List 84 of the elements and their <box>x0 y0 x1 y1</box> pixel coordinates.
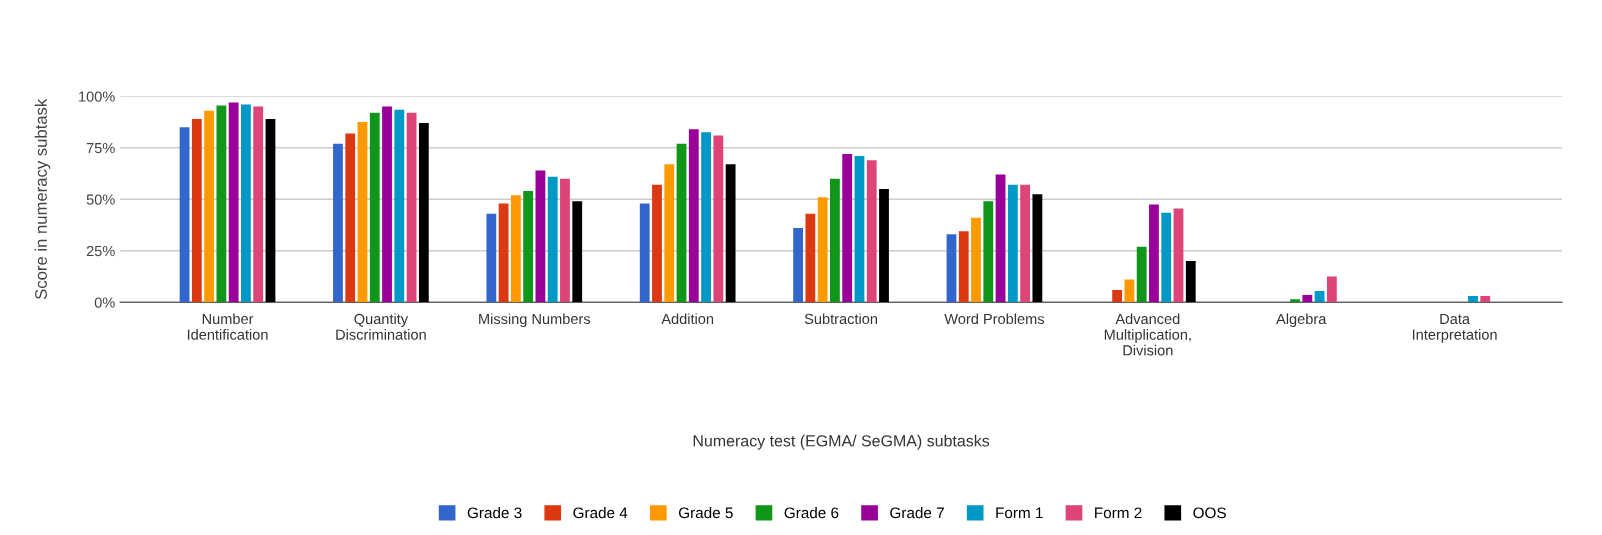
x-tick-label: Subtraction <box>804 313 877 325</box>
x-tick-label: Algebra <box>1276 313 1327 327</box>
y-tick-label: 25% <box>86 245 115 257</box>
bar <box>701 132 711 303</box>
bar <box>547 176 558 303</box>
bar <box>498 203 509 303</box>
bar <box>995 174 1006 303</box>
bar <box>725 164 736 303</box>
bar <box>560 178 570 303</box>
bar <box>357 122 368 303</box>
bar <box>664 164 675 303</box>
bar <box>241 104 251 303</box>
x-tick-label: Word Problems <box>944 313 1045 325</box>
bar <box>253 106 264 303</box>
bar <box>639 203 650 303</box>
bar <box>971 217 981 303</box>
bar <box>1326 276 1337 303</box>
x-tick-label: Quantity Discrimination <box>336 313 426 340</box>
bar <box>523 191 534 303</box>
bar <box>805 213 816 303</box>
bar <box>1314 290 1325 303</box>
bar <box>1290 299 1300 303</box>
legend-label: Grade 7 <box>890 507 944 519</box>
legend-label: Grade 5 <box>678 507 733 519</box>
bar <box>1020 184 1031 303</box>
bar <box>676 143 687 303</box>
bar <box>1302 295 1313 303</box>
bar <box>394 109 405 303</box>
bar <box>854 156 865 303</box>
bar <box>510 195 521 303</box>
bar <box>1161 212 1172 303</box>
x-tick-label: Missing Numbers <box>479 313 591 327</box>
bar <box>1112 289 1123 303</box>
y-axis-title: Score in numeracy subtask <box>34 98 51 300</box>
bar <box>345 133 356 303</box>
bar <box>265 118 276 303</box>
legend-label: OOS <box>1193 507 1226 519</box>
x-tick-label: Data Interpretation <box>1412 313 1497 343</box>
legend-label: Form 2 <box>1095 507 1142 519</box>
x-tick-label: Addition <box>661 313 714 325</box>
bar <box>958 231 969 303</box>
y-tick-label: 50% <box>86 194 115 205</box>
bar <box>793 228 804 303</box>
bar <box>1480 296 1491 303</box>
bar <box>382 106 392 303</box>
bar <box>418 123 429 303</box>
bar <box>713 135 724 303</box>
bar <box>1468 296 1478 303</box>
bar <box>688 129 699 303</box>
bar <box>817 197 828 303</box>
bar <box>983 201 994 303</box>
bar <box>333 143 343 303</box>
bar <box>179 127 190 303</box>
bar <box>1185 261 1196 303</box>
bar <box>204 110 215 303</box>
legend-label: Grade 6 <box>784 507 839 519</box>
legend-label: Grade 4 <box>573 507 628 519</box>
bar <box>866 160 877 303</box>
bar <box>406 112 417 303</box>
bar <box>369 112 380 303</box>
x-tick-label: Advanced Multiplication, Division <box>1104 313 1191 356</box>
bar <box>1149 204 1159 303</box>
bar <box>1136 246 1147 303</box>
y-tick-label: 0% <box>94 297 115 308</box>
bar <box>1173 208 1184 303</box>
bar <box>228 102 239 303</box>
legend-label: Form 1 <box>996 507 1043 519</box>
bar <box>572 201 583 303</box>
bar <box>842 153 853 303</box>
bar <box>535 170 546 303</box>
y-tick-label: 100% <box>79 91 115 102</box>
bar <box>1007 184 1018 303</box>
x-axis-title: Numeracy test (EGMA/ SeGMA) subtasks <box>693 434 990 450</box>
legend-label: Grade 3 <box>467 507 522 519</box>
bar <box>652 184 662 303</box>
y-tick-label: 75% <box>86 142 115 154</box>
bar <box>946 234 957 303</box>
x-tick-label: Number Identification <box>187 313 268 340</box>
bar <box>191 118 202 303</box>
bar <box>1032 194 1043 303</box>
bar <box>486 213 497 303</box>
bar <box>830 178 840 303</box>
bar <box>216 105 227 303</box>
bar <box>879 188 889 303</box>
